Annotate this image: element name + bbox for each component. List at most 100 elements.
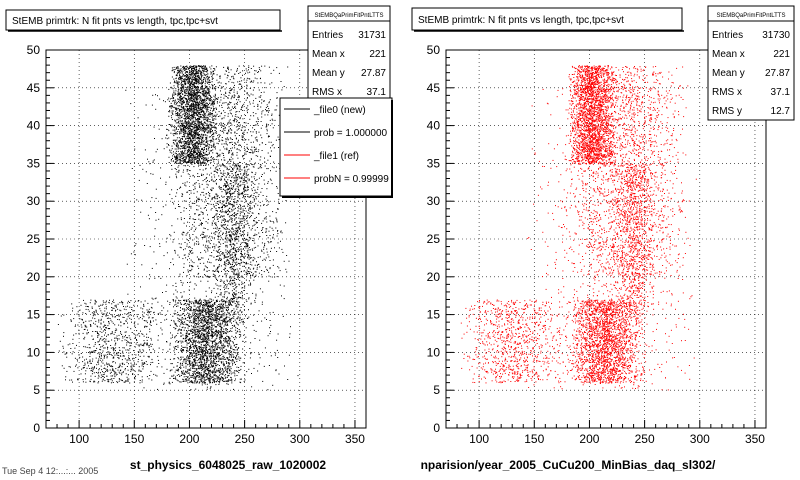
scatter-point bbox=[200, 135, 202, 137]
scatter-point bbox=[190, 108, 192, 110]
scatter-point bbox=[184, 127, 186, 129]
scatter-point bbox=[210, 72, 212, 74]
scatter-point bbox=[175, 327, 177, 329]
scatter-point bbox=[222, 322, 224, 324]
scatter-point bbox=[208, 160, 210, 162]
scatter-point bbox=[198, 77, 200, 78]
scatter-point bbox=[187, 336, 189, 337]
scatter-point bbox=[254, 218, 256, 219]
scatter-point bbox=[197, 376, 199, 378]
scatter-point bbox=[225, 192, 227, 194]
scatter-point bbox=[196, 126, 198, 128]
scatter-point bbox=[199, 122, 201, 124]
scatter-point bbox=[203, 305, 205, 307]
scatter-point bbox=[177, 86, 179, 88]
scatter-point bbox=[246, 174, 248, 176]
scatter-point bbox=[208, 365, 210, 366]
scatter-point bbox=[169, 106, 171, 108]
scatter-point bbox=[197, 120, 199, 122]
scatter-point bbox=[188, 131, 190, 133]
scatter-point bbox=[216, 258, 218, 260]
scatter-point bbox=[202, 329, 203, 331]
scatter-point bbox=[268, 230, 270, 232]
scatter-point bbox=[188, 134, 190, 136]
scatter-point bbox=[231, 215, 233, 216]
scatter-point bbox=[248, 168, 250, 170]
scatter-point bbox=[210, 96, 212, 98]
scatter-point bbox=[224, 352, 226, 354]
scatter-point bbox=[174, 139, 176, 141]
scatter-point bbox=[188, 123, 190, 124]
scatter-point bbox=[171, 110, 173, 112]
scatter-point bbox=[230, 69, 232, 71]
scatter-point bbox=[190, 109, 192, 111]
scatter-point bbox=[203, 302, 204, 303]
scatter-point bbox=[196, 156, 198, 157]
scatter-point bbox=[222, 275, 224, 277]
scatter-point bbox=[195, 105, 197, 107]
scatter-point bbox=[256, 268, 258, 270]
scatter-point bbox=[177, 317, 179, 319]
scatter-point bbox=[183, 124, 185, 126]
scatter-point bbox=[247, 94, 249, 96]
scatter-point bbox=[180, 90, 182, 92]
scatter-point bbox=[188, 125, 190, 127]
scatter-point bbox=[192, 352, 194, 354]
scatter-point bbox=[212, 165, 214, 167]
scatter-point bbox=[215, 127, 217, 128]
scatter-point bbox=[189, 317, 191, 319]
scatter-point bbox=[189, 369, 191, 371]
scatter-point bbox=[190, 96, 192, 98]
scatter-point bbox=[193, 192, 195, 194]
scatter-point bbox=[196, 372, 197, 374]
scatter-point bbox=[194, 144, 196, 146]
scatter-point bbox=[177, 330, 179, 332]
scatter-point bbox=[187, 117, 189, 119]
scatter-point bbox=[231, 196, 233, 198]
scatter-point bbox=[212, 365, 214, 367]
scatter-point bbox=[232, 341, 234, 343]
scatter-point bbox=[231, 347, 233, 349]
scatter-point bbox=[203, 159, 205, 161]
scatter-point bbox=[201, 334, 203, 336]
scatter-point bbox=[181, 152, 183, 154]
scatter-point bbox=[174, 102, 176, 104]
scatter-point bbox=[220, 307, 222, 309]
scatter-point bbox=[204, 90, 206, 92]
scatter-point bbox=[242, 211, 244, 213]
scatter-point bbox=[179, 97, 181, 99]
scatter-point bbox=[199, 143, 201, 145]
scatter-point bbox=[236, 69, 238, 71]
scatter-point bbox=[213, 318, 215, 320]
scatter-point bbox=[199, 89, 201, 91]
scatter-point bbox=[180, 333, 182, 334]
scatter-point bbox=[260, 164, 262, 166]
scatter-point bbox=[243, 195, 245, 197]
scatter-point bbox=[199, 97, 201, 99]
scatter-point bbox=[179, 115, 181, 117]
scatter-point bbox=[234, 95, 236, 97]
scatter-point bbox=[203, 337, 205, 339]
scatter-point bbox=[211, 308, 213, 309]
scatter-point bbox=[228, 94, 230, 96]
scatter-point bbox=[232, 168, 234, 169]
scatter-point bbox=[178, 78, 180, 80]
scatter-point bbox=[182, 68, 184, 70]
scatter-point bbox=[249, 271, 251, 273]
scatter-point bbox=[193, 95, 195, 97]
scatter-point bbox=[181, 146, 183, 148]
scatter-point bbox=[183, 376, 185, 378]
scatter-point bbox=[245, 174, 247, 176]
scatter-point bbox=[274, 247, 275, 249]
scatter-point bbox=[192, 174, 194, 176]
scatter-point bbox=[202, 180, 204, 182]
scatter-point bbox=[267, 106, 269, 107]
scatter-point bbox=[199, 306, 201, 308]
scatter-point bbox=[180, 68, 182, 70]
scatter-point bbox=[241, 275, 243, 277]
scatter-point bbox=[211, 346, 213, 348]
scatter-point bbox=[207, 89, 209, 91]
scatter-point bbox=[188, 307, 189, 309]
scatter-point bbox=[191, 381, 192, 383]
scatter-point bbox=[205, 326, 207, 328]
